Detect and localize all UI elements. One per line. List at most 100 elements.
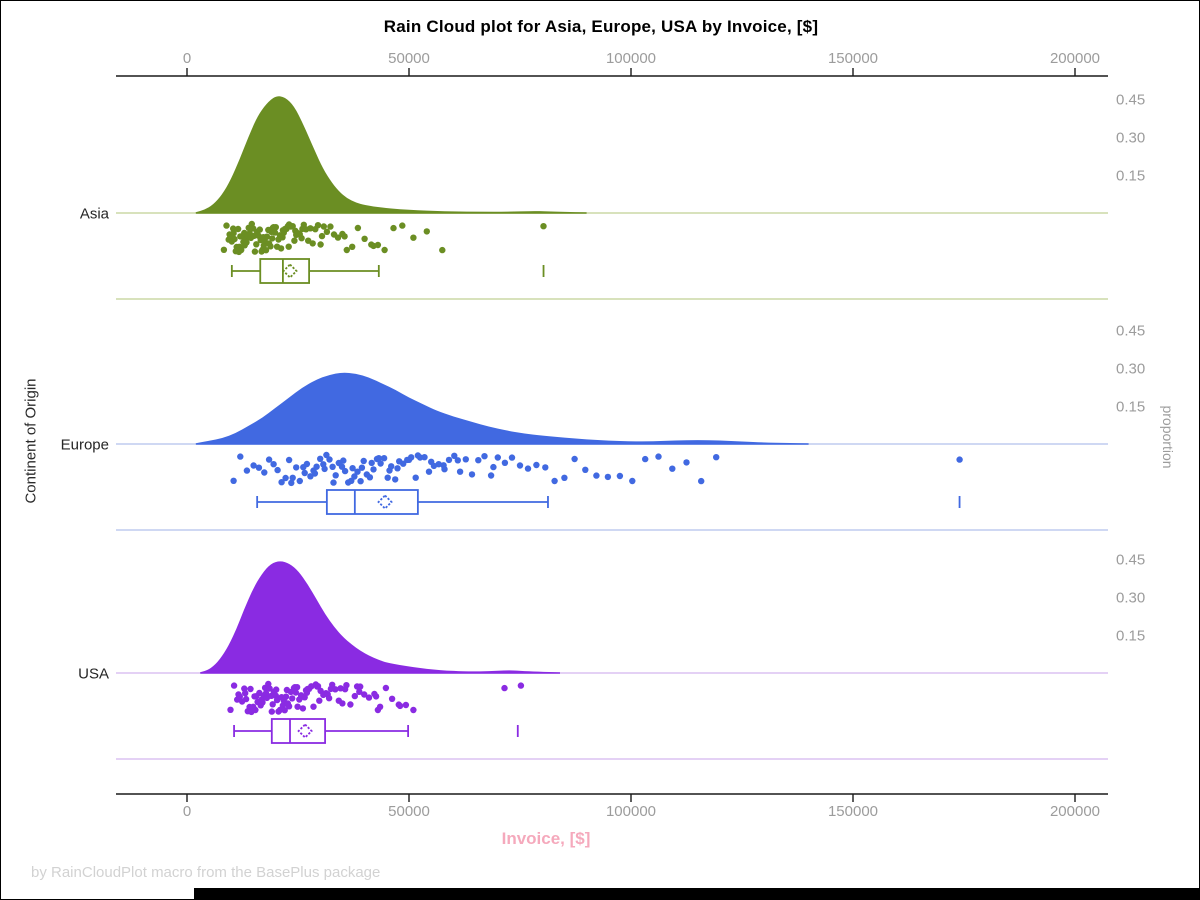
- rain-points: [230, 451, 963, 487]
- category-label: Asia: [80, 205, 110, 222]
- data-point: [318, 232, 326, 240]
- data-point: [542, 464, 549, 471]
- x-tick-label: 150000: [828, 50, 878, 67]
- data-point: [356, 688, 363, 695]
- data-point: [278, 479, 285, 486]
- data-point: [360, 457, 367, 465]
- data-point: [370, 466, 377, 473]
- data-point: [354, 468, 361, 475]
- data-point: [349, 465, 356, 472]
- y-axis-label-left: Continent of Origin: [22, 378, 40, 504]
- x-tick-label: 50000: [388, 50, 430, 67]
- data-point: [390, 224, 397, 232]
- x-tick-label: 50000: [388, 803, 430, 820]
- data-point: [250, 462, 257, 469]
- data-point: [277, 245, 285, 252]
- data-point: [456, 468, 464, 475]
- data-point: [314, 222, 322, 229]
- data-point: [462, 456, 469, 463]
- data-point: [339, 700, 346, 707]
- data-point: [354, 224, 362, 232]
- data-point: [524, 465, 532, 472]
- x-tick-label: 150000: [828, 803, 878, 820]
- data-point: [259, 699, 266, 706]
- data-point: [501, 459, 509, 466]
- data-point: [375, 455, 382, 462]
- data-point: [237, 453, 244, 460]
- data-point: [343, 246, 350, 254]
- proportion-tick-label: 0.15: [1116, 398, 1145, 415]
- data-point: [310, 703, 317, 710]
- data-point: [343, 682, 350, 689]
- data-point: [358, 464, 366, 471]
- data-point: [268, 708, 275, 715]
- data-point: [256, 226, 263, 233]
- data-point: [439, 246, 446, 254]
- data-point: [392, 476, 399, 483]
- window-edge-bar: [194, 888, 1199, 899]
- top-x-axis: 0 50000 100000 150000 200000: [116, 50, 1108, 77]
- x-tick-label: 0: [183, 803, 191, 820]
- data-point: [669, 465, 676, 472]
- data-point: [292, 689, 299, 696]
- data-point: [361, 235, 368, 242]
- data-point: [316, 697, 323, 704]
- x-tick-label: 200000: [1050, 50, 1100, 67]
- data-point: [274, 466, 281, 474]
- chart-caption: by RainCloudPlot macro from the BasePlus…: [31, 864, 381, 881]
- data-point: [281, 707, 288, 714]
- data-point: [357, 683, 364, 690]
- data-point: [377, 460, 384, 467]
- data-point: [435, 461, 442, 468]
- data-point: [289, 695, 296, 702]
- data-point: [441, 466, 448, 473]
- data-point: [425, 468, 433, 475]
- x-axis-label: Invoice, [$]: [501, 829, 591, 848]
- data-point: [320, 223, 327, 230]
- data-point: [321, 465, 328, 473]
- data-point: [423, 228, 430, 235]
- data-point: [271, 229, 279, 236]
- data-point: [242, 695, 250, 703]
- data-point: [388, 463, 395, 470]
- data-point: [261, 469, 268, 476]
- rain-points: [220, 220, 547, 256]
- data-point: [381, 246, 388, 254]
- data-point: [501, 684, 508, 692]
- data-point: [380, 455, 388, 462]
- data-point: [384, 474, 391, 481]
- data-point: [327, 223, 334, 230]
- data-point: [234, 225, 242, 233]
- data-point: [294, 703, 301, 710]
- data-point: [361, 691, 368, 698]
- proportion-tick-label: 0.30: [1116, 129, 1145, 146]
- data-point: [540, 223, 547, 230]
- data-point: [366, 474, 374, 481]
- data-point: [713, 454, 720, 461]
- data-point: [655, 453, 662, 460]
- data-point: [255, 464, 263, 471]
- data-point: [230, 225, 237, 232]
- rain-points: [227, 680, 525, 716]
- proportion-tick-label: 0.15: [1116, 167, 1145, 184]
- data-point: [582, 466, 589, 473]
- data-point: [642, 455, 649, 463]
- data-point: [282, 474, 289, 482]
- data-point: [323, 451, 330, 459]
- data-point: [451, 452, 458, 459]
- data-point: [683, 459, 690, 466]
- x-tick-label: 200000: [1050, 803, 1100, 820]
- data-point: [230, 230, 237, 237]
- x-tick-label: 100000: [606, 50, 656, 67]
- data-point: [490, 463, 497, 471]
- data-point: [332, 686, 339, 693]
- mean-diamond: [282, 263, 298, 279]
- data-point: [332, 472, 339, 479]
- data-point: [247, 685, 254, 693]
- proportion-tick-label: 0.15: [1116, 627, 1145, 644]
- data-point: [376, 703, 384, 710]
- data-point: [230, 682, 238, 689]
- data-point: [374, 241, 382, 249]
- data-point: [516, 462, 524, 469]
- data-point: [357, 478, 364, 485]
